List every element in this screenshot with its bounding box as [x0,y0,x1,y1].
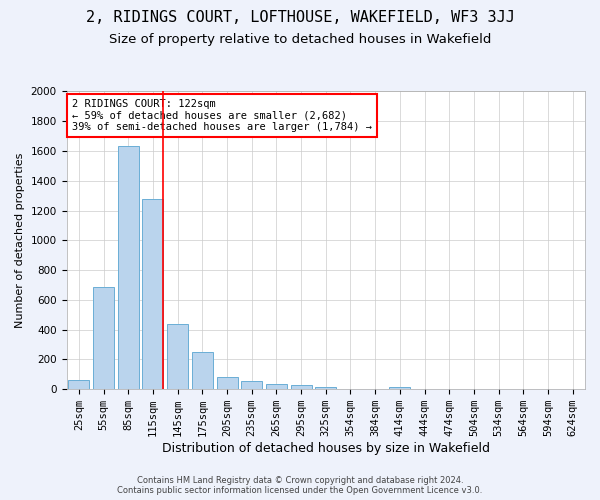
Bar [68,380,89,389]
Text: Size of property relative to detached houses in Wakefield: Size of property relative to detached ho… [109,32,491,46]
Y-axis label: Number of detached properties: Number of detached properties [15,152,25,328]
Bar [142,198,163,389]
Text: 2, RIDINGS COURT, LOFTHOUSE, WAKEFIELD, WF3 3JJ: 2, RIDINGS COURT, LOFTHOUSE, WAKEFIELD, … [86,10,514,25]
Text: Contains HM Land Registry data © Crown copyright and database right 2024.
Contai: Contains HM Land Registry data © Crown c… [118,476,482,495]
Bar [118,146,139,389]
Text: 2 RIDINGS COURT: 122sqm
← 59% of detached houses are smaller (2,682)
39% of semi: 2 RIDINGS COURT: 122sqm ← 59% of detache… [72,99,372,132]
Bar [266,384,287,389]
Bar [167,324,188,389]
Bar [93,286,114,389]
Bar [389,387,410,389]
Bar [290,385,311,389]
Bar [241,381,262,389]
Bar [192,352,213,389]
Bar [217,376,238,389]
X-axis label: Distribution of detached houses by size in Wakefield: Distribution of detached houses by size … [162,442,490,455]
Bar [315,386,336,389]
